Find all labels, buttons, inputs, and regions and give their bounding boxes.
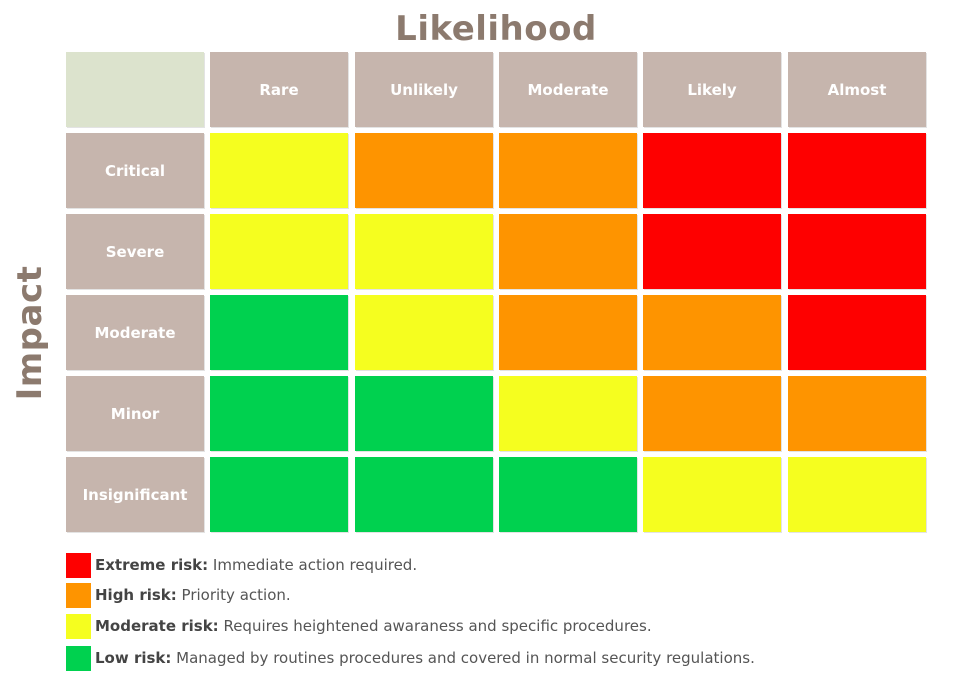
legend-text: Moderate risk: Requires heightened awara… <box>95 617 652 635</box>
legend-description: Immediate action required. <box>208 556 418 574</box>
risk-cell-low <box>499 457 637 532</box>
risk-cell-moderate <box>355 295 493 370</box>
legend-swatch-high <box>66 582 91 608</box>
risk-cell-high <box>499 133 637 208</box>
risk-cell-moderate <box>210 214 348 289</box>
risk-cell-high <box>643 376 781 451</box>
risk-cell-low <box>355 457 493 532</box>
corner-cell <box>66 52 204 127</box>
risk-cell-extreme <box>643 214 781 289</box>
likelihood-header-rare: Rare <box>210 52 348 127</box>
risk-cell-extreme <box>788 133 926 208</box>
likelihood-header-likely: Likely <box>643 52 781 127</box>
legend-text: High risk: Priority action. <box>95 586 291 604</box>
impact-header-insignificant: Insignificant <box>66 457 204 532</box>
legend-description: Priority action. <box>176 586 291 604</box>
risk-cell-moderate <box>643 457 781 532</box>
impact-header-critical: Critical <box>66 133 204 208</box>
risk-cell-high <box>499 295 637 370</box>
legend-item-high: High risk: Priority action. <box>66 582 291 608</box>
legend-text: Low risk: Managed by routines procedures… <box>95 649 755 667</box>
risk-cell-high <box>355 133 493 208</box>
legend-item-moderate: Moderate risk: Requires heightened awara… <box>66 613 652 639</box>
risk-cell-extreme <box>643 133 781 208</box>
legend-swatch-moderate <box>66 613 91 639</box>
risk-cell-high <box>499 214 637 289</box>
legend-item-extreme: Extreme risk: Immediate action required. <box>66 552 417 578</box>
legend-label: High risk: <box>95 586 177 604</box>
risk-cell-moderate <box>499 376 637 451</box>
impact-header-severe: Severe <box>66 214 204 289</box>
legend-swatch-extreme <box>66 552 91 578</box>
risk-cell-moderate <box>355 214 493 289</box>
legend-description: Managed by routines procedures and cover… <box>171 649 755 667</box>
legend-label: Low risk: <box>95 649 172 667</box>
risk-cell-low <box>210 457 348 532</box>
impact-header-minor: Minor <box>66 376 204 451</box>
impact-header-moderate: Moderate <box>66 295 204 370</box>
risk-cell-high <box>788 376 926 451</box>
legend-text: Extreme risk: Immediate action required. <box>95 556 417 574</box>
risk-cell-low <box>210 295 348 370</box>
legend-description: Requires heightened awaraness and specif… <box>218 617 652 635</box>
likelihood-header-unlikely: Unlikely <box>355 52 493 127</box>
likelihood-header-almost: Almost <box>788 52 926 127</box>
risk-cell-moderate <box>210 133 348 208</box>
legend-swatch-low <box>66 645 91 671</box>
legend-item-low: Low risk: Managed by routines procedures… <box>66 645 755 671</box>
impact-axis-title: Impact <box>10 265 50 401</box>
risk-cell-low <box>355 376 493 451</box>
likelihood-axis-title: Likelihood <box>395 9 597 49</box>
risk-cell-low <box>210 376 348 451</box>
legend-label: Moderate risk: <box>95 617 219 635</box>
risk-cell-high <box>643 295 781 370</box>
risk-cell-extreme <box>788 295 926 370</box>
likelihood-header-moderate: Moderate <box>499 52 637 127</box>
legend-label: Extreme risk: <box>95 556 209 574</box>
risk-cell-moderate <box>788 457 926 532</box>
risk-cell-extreme <box>788 214 926 289</box>
